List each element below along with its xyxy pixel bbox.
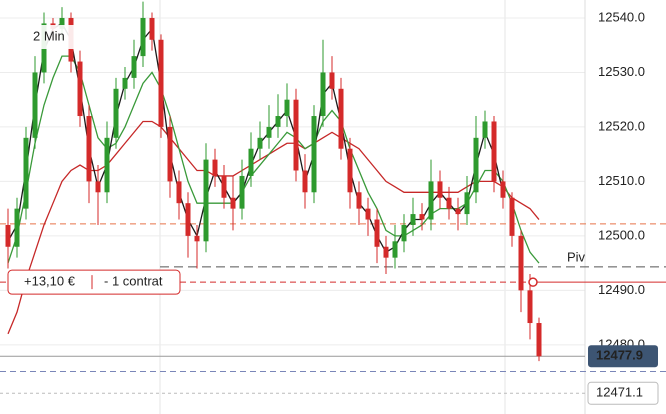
moving-average (7, 120, 540, 335)
candle-body (95, 181, 101, 193)
candle-body (464, 192, 470, 215)
candle-body (212, 159, 218, 176)
marker-price-box (587, 381, 659, 405)
candle-body (302, 170, 308, 193)
candle-body (140, 17, 146, 57)
candle-body (77, 61, 83, 117)
candle-body (86, 116, 92, 182)
candle-body (428, 181, 434, 220)
candle-body (284, 99, 290, 117)
position-size: - 1 contrat (104, 274, 163, 289)
candle-body (356, 192, 362, 209)
candle-body (347, 148, 353, 193)
candle-body (374, 219, 380, 247)
title-box (22, 25, 76, 49)
candle-body (239, 175, 245, 209)
y-tick-label: 12500.0 (598, 227, 645, 242)
position-marker (528, 277, 538, 287)
candle-body (329, 72, 335, 89)
position-pnl: +13,10 € (24, 274, 76, 289)
candle-body (194, 235, 200, 242)
candle-body (257, 137, 263, 149)
y-tick-label: 12510.0 (598, 173, 645, 188)
last-price-box (588, 345, 658, 368)
candle-body (221, 175, 227, 198)
y-tick-label: 12520.0 (598, 118, 645, 133)
y-tick-label: 12540.0 (598, 9, 645, 24)
y-tick-label: 12530.0 (598, 64, 645, 79)
y-tick-label: 12490.0 (598, 282, 645, 297)
candle-body (23, 137, 29, 209)
position-box (7, 269, 181, 295)
candle-body (230, 197, 236, 209)
candle-body (311, 116, 317, 193)
candle-body (455, 208, 461, 215)
candle-body (410, 214, 416, 225)
candle-body (491, 121, 497, 182)
candle-body (401, 224, 407, 242)
candle-body (338, 88, 344, 149)
candle-body (500, 181, 506, 198)
candle-body (392, 241, 398, 258)
candle-body (149, 17, 155, 40)
candle-body (167, 126, 173, 182)
candle-body (293, 99, 299, 171)
candle-body (131, 56, 137, 78)
candle-body (365, 208, 371, 220)
candle-body (518, 235, 524, 291)
candle-body (158, 39, 164, 127)
pivot-label: Piv (567, 249, 586, 264)
candle-body (104, 137, 110, 193)
candle-body (59, 17, 65, 29)
chart-title: 2 Min (33, 28, 65, 43)
candle-body (437, 181, 443, 198)
candle-body (32, 72, 38, 138)
candle-body (122, 77, 128, 89)
candle-body (509, 197, 515, 236)
candle-body (527, 290, 533, 324)
candle-body (320, 72, 326, 117)
candle-body (113, 88, 119, 138)
candle-body (482, 121, 488, 138)
candle-body (203, 159, 209, 242)
candle-body (275, 116, 281, 127)
candle-body (248, 148, 254, 176)
candle-body (176, 181, 182, 204)
candle-body (266, 126, 272, 138)
candle-body (536, 323, 542, 357)
last-price-label: 12477.9 (596, 348, 643, 363)
candle-body (5, 224, 11, 247)
candle-body (446, 197, 452, 209)
candle-body (185, 203, 191, 236)
marker-price-label: 12471.1 (596, 385, 643, 400)
candle-body (14, 208, 20, 247)
candle-body (473, 137, 479, 193)
candle-body (383, 246, 389, 258)
candle-body (419, 214, 425, 220)
